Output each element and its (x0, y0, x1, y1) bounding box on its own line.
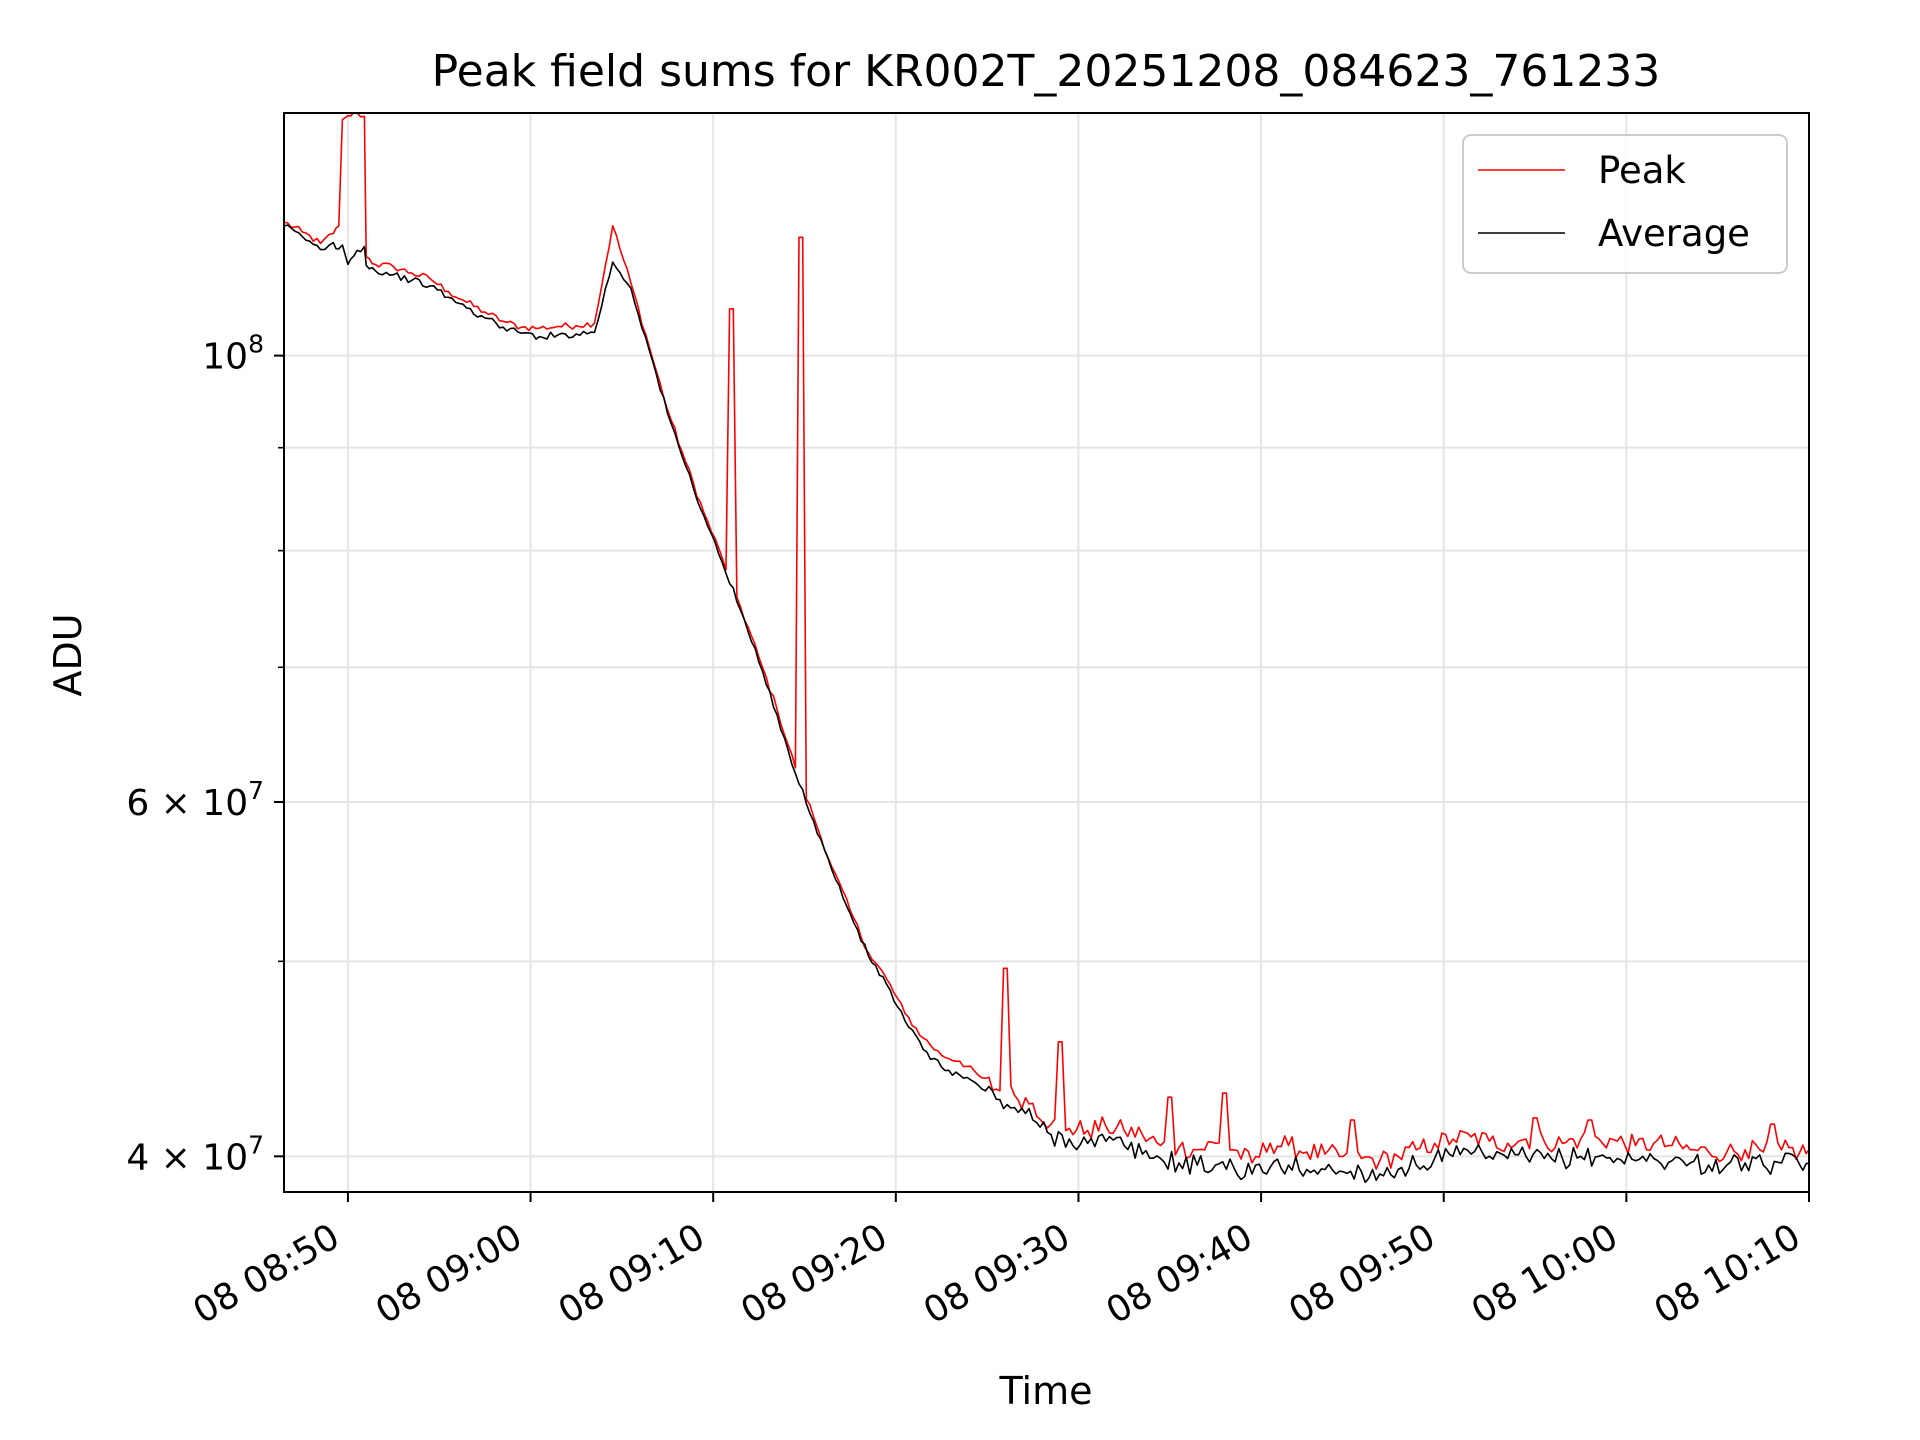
legend-peak-label: Peak (1598, 149, 1686, 192)
y-tick-exponent: 8 (248, 330, 264, 359)
legend-average-label: Average (1598, 212, 1750, 255)
legend: Peak Average (1462, 134, 1788, 274)
y-tick-base: 4 × 10 (126, 1137, 248, 1178)
y-tick-base: 6 × 10 (126, 783, 248, 824)
y-tick-exponent: 7 (248, 776, 264, 805)
x-axis-label: Time (999, 1369, 1093, 1413)
y-tick-label: 108 (202, 330, 264, 378)
y-axis-label: ADU (46, 613, 90, 696)
series-line-average (284, 224, 1809, 1184)
chart-title: Peak field sums for KR002T_20251208_0846… (432, 46, 1661, 97)
plot-frame (283, 112, 1810, 1193)
series-layer (284, 113, 1809, 1184)
y-tick-exponent: 7 (248, 1130, 264, 1159)
y-tick-base: 10 (202, 337, 248, 378)
y-tick-label: 6 × 107 (126, 776, 264, 824)
y-tick-label: 4 × 107 (126, 1130, 264, 1178)
